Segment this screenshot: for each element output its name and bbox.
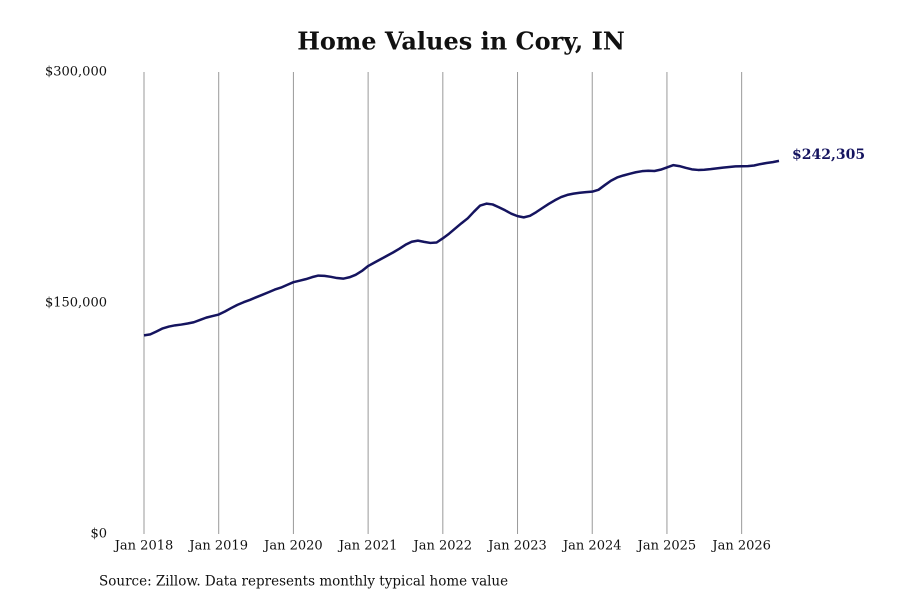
x-tick-label: Jan 2024 <box>561 539 622 554</box>
x-tick-label: Jan 2025 <box>636 539 697 554</box>
source-note: Source: Zillow. Data represents monthly … <box>99 574 508 590</box>
x-tick-label: Jan 2019 <box>187 539 248 554</box>
x-tick-label: Jan 2020 <box>262 539 323 554</box>
x-tick-label: Jan 2022 <box>412 539 473 554</box>
x-tick-label: Jan 2021 <box>337 539 398 554</box>
y-tick-label: $0 <box>90 527 107 542</box>
x-tick-label: Jan 2023 <box>486 539 547 554</box>
y-tick-label: $300,000 <box>45 65 107 80</box>
chart-title: Home Values in Cory, IN <box>297 27 625 56</box>
value-label: $242,305 <box>792 147 865 163</box>
line <box>143 159 780 337</box>
x-tick-label: Jan 2018 <box>113 539 174 554</box>
x-tick-label: Jan 2026 <box>710 539 771 554</box>
y-tick-label: $150,000 <box>45 296 107 311</box>
